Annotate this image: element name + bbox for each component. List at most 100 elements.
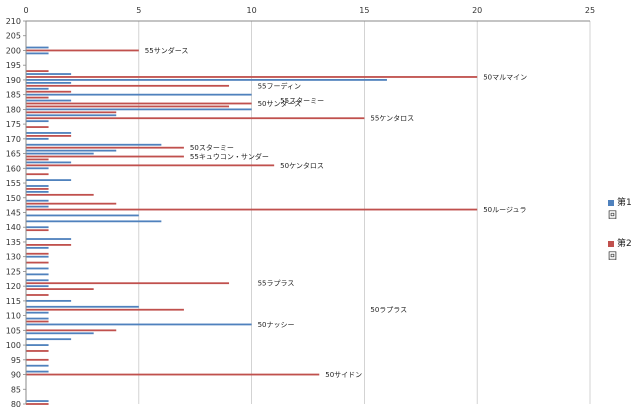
bar-series-2 <box>26 126 49 128</box>
bar-series-1 <box>26 285 49 288</box>
y-tick-label: 205 <box>6 32 21 41</box>
bar-series-1 <box>26 344 49 346</box>
y-tick-label: 110 <box>6 312 21 321</box>
bar-series-1 <box>26 137 49 140</box>
y-tick-label: 155 <box>6 179 21 188</box>
y-tick-label: 150 <box>6 194 21 203</box>
legend-swatch-series-2 <box>608 240 614 247</box>
y-tick-label: 130 <box>6 253 21 262</box>
bar-series-2 <box>26 84 230 87</box>
bar-series-1 <box>26 120 49 123</box>
y-tick-label: 85 <box>11 385 21 394</box>
bar-series-1 <box>26 199 49 202</box>
bar-series-1 <box>26 246 49 249</box>
legend-label-series-2: 第2回 <box>608 239 632 262</box>
bar-series-1 <box>26 132 72 134</box>
y-tick-labels: 80 85 90 95 100 105 110 115 120 125 130 135 140 145 15… <box>6 17 21 409</box>
bar-series-2 <box>26 96 49 99</box>
bar-series-1 <box>26 338 72 341</box>
bar-series-2 <box>26 155 184 158</box>
bar-series-1 <box>26 267 49 270</box>
bar-series-1 <box>26 143 162 146</box>
legend-item-series-1: 第1回 <box>608 195 640 221</box>
bars <box>26 46 478 405</box>
bar-series-2 <box>26 261 49 264</box>
bar-series-2 <box>26 76 478 78</box>
bar-series-2 <box>26 173 49 176</box>
y-tick-label: 90 <box>11 371 21 380</box>
bar-series-1 <box>26 99 72 102</box>
bar-series-2 <box>26 164 275 167</box>
y-tick-label: 125 <box>6 267 21 276</box>
bar-series-1 <box>26 311 49 314</box>
annotation-label: 55フーディン <box>258 81 301 90</box>
bar-series-1 <box>26 52 49 55</box>
bar-series-2 <box>26 135 72 137</box>
annotation-label: 55ケンタロス <box>370 114 414 123</box>
y-tick-label: 80 <box>11 400 21 409</box>
annotation-label: 55サンダース <box>145 46 189 55</box>
annotation-label: 50ルージュラ <box>483 206 526 214</box>
bar-series-1 <box>26 220 162 223</box>
bar-series-1 <box>26 79 387 81</box>
grid-lines <box>138 21 591 404</box>
annotation-label: 55ラプラス <box>258 280 295 288</box>
bar-series-1 <box>26 323 252 326</box>
bar-series-2 <box>26 229 49 232</box>
bar-series-1 <box>26 185 49 187</box>
legend: 第1回 第2回 <box>608 195 640 262</box>
bar-series-1 <box>26 370 49 373</box>
annotation-label: 50スターミー <box>190 143 234 152</box>
bar-series-1 <box>26 214 139 217</box>
x-tick-label: 5 <box>136 6 141 15</box>
y-tick-label: 200 <box>6 46 21 55</box>
bar-series-2 <box>26 252 49 255</box>
bar-series-2 <box>26 146 184 149</box>
bar-series-1 <box>26 87 49 90</box>
bar-series-1 <box>26 400 49 402</box>
y-tick-label: 105 <box>6 326 21 335</box>
y-tick-label: 185 <box>6 91 21 100</box>
bar-series-1 <box>26 238 72 240</box>
bar-series-1 <box>26 332 94 335</box>
x-tick-label: 25 <box>585 6 595 15</box>
bar-series-2 <box>26 282 230 285</box>
bar-series-2 <box>26 373 320 376</box>
annotation-label: 50サイドン <box>325 371 362 379</box>
bar-series-1 <box>26 205 49 208</box>
bar-series-1 <box>26 364 49 367</box>
bar-series-2 <box>26 288 94 290</box>
y-tick-label: 145 <box>6 209 21 218</box>
legend-item-series-2: 第2回 <box>608 236 640 262</box>
bar-series-1 <box>26 108 252 111</box>
x-tick-label: 10 <box>247 6 257 15</box>
bar-series-2 <box>26 158 49 161</box>
bar-series-2 <box>26 294 49 296</box>
axes <box>23 20 590 405</box>
bar-series-2 <box>26 244 72 246</box>
bar-series-2 <box>26 102 252 105</box>
y-tick-label: 100 <box>6 341 21 350</box>
bar-series-2 <box>26 111 117 114</box>
annotation-label: 50ラプラス <box>370 306 407 314</box>
bar-series-1 <box>26 179 72 181</box>
bar-series-2 <box>26 188 49 190</box>
x-tick-label: 20 <box>472 6 482 15</box>
bar-series-1 <box>26 279 49 282</box>
y-tick-label: 190 <box>6 76 21 85</box>
y-tick-label: 160 <box>6 164 21 173</box>
bar-series-2 <box>26 350 49 352</box>
bar-series-1 <box>26 273 49 276</box>
bar-series-1 <box>26 299 72 302</box>
annotation-label: 55キュウコン・サンダー <box>190 152 269 161</box>
bar-series-1 <box>26 305 139 308</box>
bar-series-2 <box>26 117 365 120</box>
bar-series-1 <box>26 114 117 117</box>
bar-series-1 <box>26 161 72 164</box>
bar-series-2 <box>26 49 139 52</box>
bar-series-1 <box>26 190 49 193</box>
bar-series-2 <box>26 193 94 196</box>
y-tick-label: 95 <box>11 356 21 365</box>
